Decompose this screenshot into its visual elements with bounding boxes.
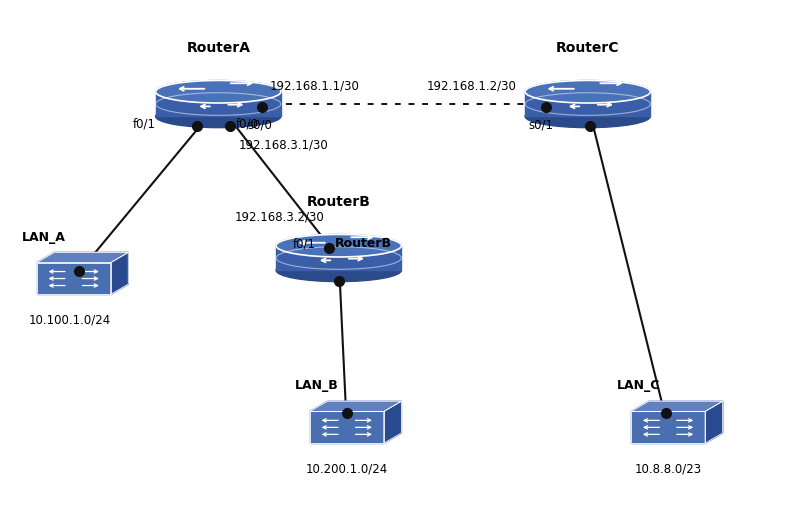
Polygon shape xyxy=(156,92,281,116)
Text: LAN_C: LAN_C xyxy=(617,379,660,393)
Text: 10.200.1.0/24: 10.200.1.0/24 xyxy=(305,462,388,475)
Polygon shape xyxy=(384,401,401,443)
Text: f0/0: f0/0 xyxy=(236,117,259,130)
Text: RouterA: RouterA xyxy=(186,41,250,55)
Polygon shape xyxy=(631,401,723,411)
Text: LAN_B: LAN_B xyxy=(295,379,339,393)
Text: f0/1: f0/1 xyxy=(133,117,156,130)
Ellipse shape xyxy=(276,259,401,282)
Polygon shape xyxy=(310,401,401,411)
Text: 192.168.1.2/30: 192.168.1.2/30 xyxy=(427,80,517,93)
Text: RouterC: RouterC xyxy=(556,41,620,55)
Polygon shape xyxy=(310,411,384,443)
Text: LAN_A: LAN_A xyxy=(22,231,65,244)
Text: f0/1: f0/1 xyxy=(293,237,316,250)
Polygon shape xyxy=(276,246,401,270)
Polygon shape xyxy=(110,252,128,295)
Ellipse shape xyxy=(156,105,281,127)
Text: 10.100.1.0/24: 10.100.1.0/24 xyxy=(28,313,110,327)
Text: 192.168.3.1/30: 192.168.3.1/30 xyxy=(239,138,328,151)
Ellipse shape xyxy=(525,105,650,127)
Ellipse shape xyxy=(525,80,650,103)
Text: RouterB: RouterB xyxy=(334,237,392,250)
Polygon shape xyxy=(631,411,705,443)
Polygon shape xyxy=(525,92,650,116)
Polygon shape xyxy=(705,401,723,443)
Text: 192.168.3.2/30: 192.168.3.2/30 xyxy=(235,211,324,223)
Text: s0/0: s0/0 xyxy=(247,118,272,132)
Polygon shape xyxy=(37,252,128,263)
Text: 10.8.8.0/23: 10.8.8.0/23 xyxy=(634,462,702,475)
Ellipse shape xyxy=(276,234,401,257)
Polygon shape xyxy=(37,263,110,295)
Text: 192.168.1.1/30: 192.168.1.1/30 xyxy=(270,80,359,93)
Ellipse shape xyxy=(156,80,281,103)
Text: RouterB: RouterB xyxy=(307,195,371,209)
Text: s0/1: s0/1 xyxy=(529,118,554,132)
